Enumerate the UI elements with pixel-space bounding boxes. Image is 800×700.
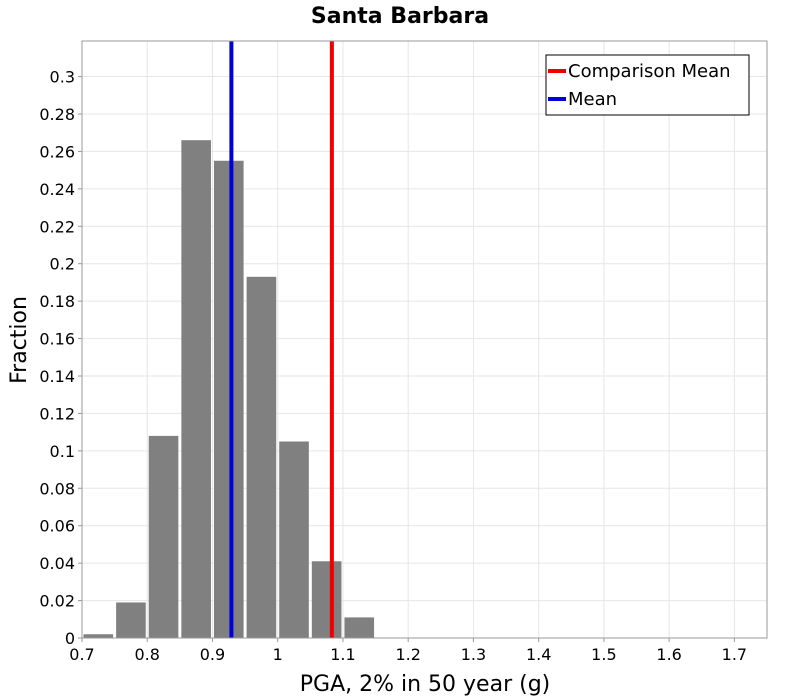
- legend-label: Comparison Mean: [568, 61, 731, 82]
- histogram-bar: [344, 617, 375, 638]
- y-tick-label: 0.28: [39, 105, 75, 124]
- y-axis-ticks: 0 0.02 0.04 0.06 0.08 0.1 0.12 0.14 0.16 0.18 0.2 0…: [39, 68, 82, 648]
- bars: [83, 140, 375, 638]
- y-tick-label: 0.06: [39, 517, 75, 536]
- reference-lines: [229, 41, 334, 638]
- y-tick-label: 0.08: [39, 479, 75, 498]
- x-tick-label: 0.7: [69, 645, 94, 664]
- legend-label: Mean: [568, 89, 617, 110]
- y-tick-label: 0.24: [39, 180, 75, 199]
- plot-frame: [81, 40, 768, 639]
- y-tick-label: 0: [65, 629, 75, 648]
- x-tick-label: 1.7: [722, 645, 747, 664]
- x-tick-label: 0.8: [135, 645, 160, 664]
- x-tick-label: 0.9: [200, 645, 225, 664]
- x-tick-label: 1.4: [526, 645, 551, 664]
- y-tick-label: 0.22: [39, 217, 75, 236]
- chart-title: Santa Barbara: [311, 4, 489, 29]
- histogram-bar: [83, 634, 114, 638]
- histogram-bar: [213, 160, 244, 638]
- y-axis-title: Fraction: [7, 296, 32, 384]
- histogram-bar: [148, 435, 179, 638]
- legend: Comparison Mean Mean: [545, 54, 750, 116]
- x-tick-label: 1.5: [591, 645, 616, 664]
- y-tick-label: 0.04: [39, 554, 75, 573]
- histogram-bar: [181, 140, 211, 638]
- x-tick-label: 1.6: [656, 645, 681, 664]
- x-axis-ticks: 0.7 0.8 0.9 1 1.1 1.2 1.3 1.4 1.5 1.6 1.7: [69, 638, 747, 664]
- legend-box: [545, 54, 750, 116]
- y-tick-label: 0.18: [39, 292, 75, 311]
- y-tick-label: 0.12: [39, 404, 75, 423]
- y-tick-label: 0.02: [39, 592, 75, 611]
- histogram-bar: [311, 561, 342, 638]
- x-tick-label: 1.1: [330, 645, 355, 664]
- histogram-bar: [116, 602, 146, 638]
- y-tick-label: 0.14: [39, 367, 75, 386]
- y-tick-label: 0.2: [50, 255, 75, 274]
- y-tick-label: 0.26: [39, 142, 75, 161]
- histogram-bar: [246, 276, 277, 638]
- x-tick-label: 1: [273, 645, 283, 664]
- y-tick-label: 0.16: [39, 330, 75, 349]
- y-tick-label: 0.1: [50, 442, 75, 461]
- x-tick-label: 1.2: [395, 645, 420, 664]
- x-tick-label: 1.3: [461, 645, 486, 664]
- y-tick-label: 0.3: [50, 68, 75, 87]
- histogram-bar: [279, 441, 309, 638]
- x-axis-title: PGA, 2% in 50 year (g): [300, 672, 551, 697]
